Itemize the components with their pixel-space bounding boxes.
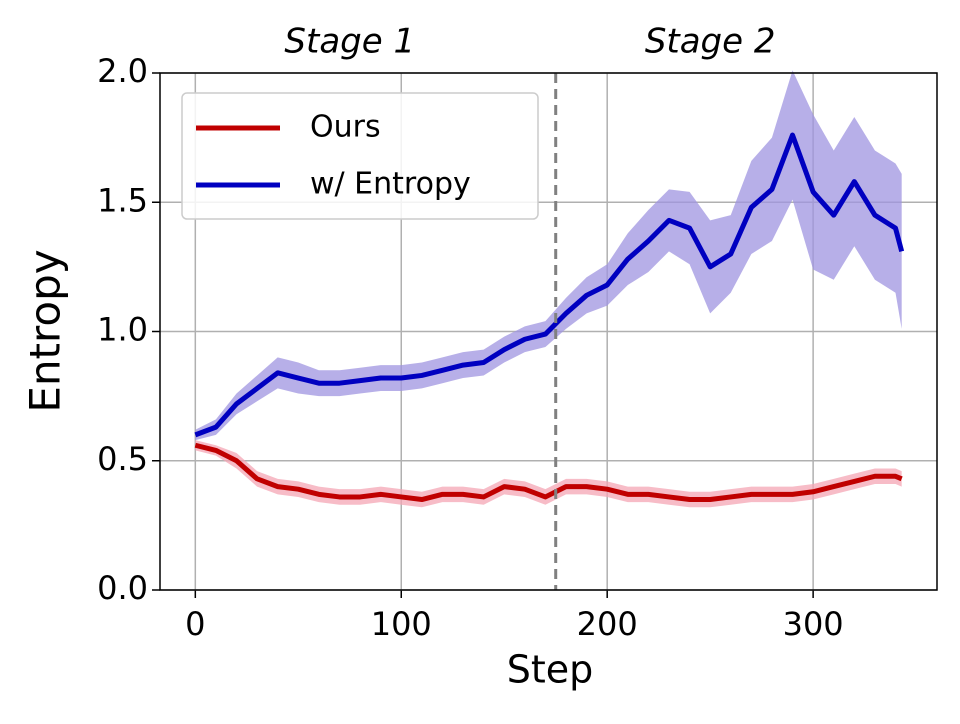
stage-label: Stage 2 bbox=[645, 22, 776, 62]
legend: Ours w/ Entropy bbox=[181, 92, 539, 220]
y-tick-label: 0.5 bbox=[97, 440, 148, 478]
x-tick-label: 0 bbox=[185, 605, 205, 643]
x-tick-label: 200 bbox=[577, 605, 638, 643]
plot-frame bbox=[159, 72, 938, 591]
x-tick-label: 100 bbox=[371, 605, 432, 643]
line bbox=[194, 132, 905, 438]
y-tick-label: 2.0 bbox=[97, 52, 148, 90]
x-axis-label: Step bbox=[507, 648, 594, 692]
y-tick-label: 0.0 bbox=[97, 569, 148, 607]
confidence-band bbox=[195, 440, 902, 508]
y-axis-label: Entropy bbox=[21, 249, 70, 412]
legend-label: w/ Entropy bbox=[310, 167, 471, 202]
y-tick-label: 1.0 bbox=[97, 311, 148, 349]
x-tick-label: 300 bbox=[783, 605, 844, 643]
stage-label: Stage 1 bbox=[284, 22, 415, 62]
y-tick-label: 1.5 bbox=[97, 181, 148, 219]
legend-label: Ours bbox=[310, 110, 381, 145]
